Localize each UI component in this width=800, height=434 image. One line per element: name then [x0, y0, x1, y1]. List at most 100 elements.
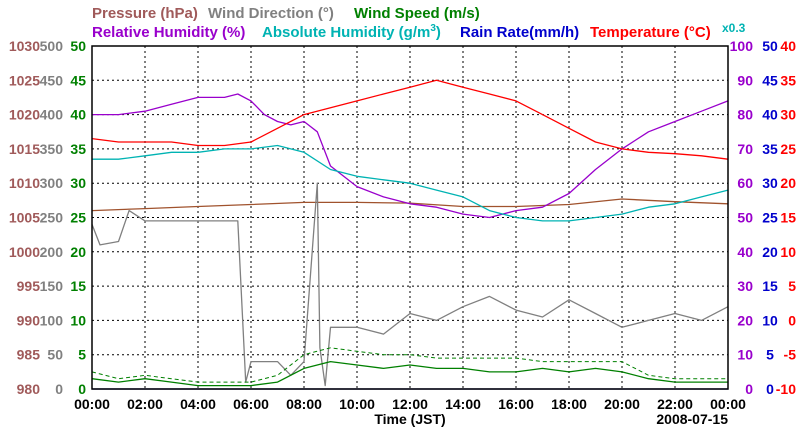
y-tick-temperature: 10 — [780, 244, 796, 260]
y-tick-temperature: -10 — [776, 381, 796, 397]
y-tick-rain-rate: 20 — [762, 244, 778, 260]
x-tick-label: 08:00 — [286, 396, 322, 412]
legend-rain-rate: Rain Rate(mm/h) — [460, 24, 579, 41]
y-tick-humidity: 70 — [737, 141, 753, 157]
y-tick-pressure: 1020 — [9, 107, 40, 123]
y-tick-wind-speed: 40 — [70, 107, 86, 123]
y-tick-wind-speed: 0 — [78, 381, 86, 397]
series-wind-speed — [91, 360, 728, 387]
x-tick-label: 04:00 — [180, 396, 216, 412]
y-tick-humidity: 100 — [730, 38, 754, 54]
series-relative-humidity — [92, 93, 729, 219]
legend-wind-speed: Wind Speed (m/s) — [354, 5, 480, 22]
y-tick-wind-speed: 45 — [70, 72, 86, 88]
y-tick-wind-speed: 10 — [70, 312, 86, 328]
y-tick-humidity: 60 — [737, 175, 753, 191]
legend-temperature: Temperature (°C) — [590, 24, 711, 41]
y-tick-wind-speed: 15 — [70, 278, 86, 294]
y-tick-temperature: -5 — [784, 347, 797, 363]
y-tick-humidity: 20 — [737, 312, 753, 328]
x-tick-label: 14:00 — [445, 396, 481, 412]
grid — [92, 46, 728, 389]
y-tick-humidity: 80 — [737, 107, 753, 123]
legend-absolute-humidity-label: Absolute Humidity (g/m — [262, 24, 430, 41]
y-tick-wind-direction: 150 — [40, 278, 64, 294]
legend-pressure: Pressure (hPa) — [92, 5, 198, 22]
y-tick-temperature: 35 — [780, 72, 796, 88]
y-tick-humidity: 40 — [737, 244, 753, 260]
y-tick-temperature: 30 — [780, 107, 796, 123]
x-tick-label: 16:00 — [498, 396, 534, 412]
y-tick-temperature: 0 — [788, 312, 796, 328]
y-tick-wind-direction: 450 — [40, 72, 64, 88]
legend-wind-direction: Wind Direction (°) — [208, 5, 334, 22]
legend-relative-humidity: Relative Humidity (%) — [92, 24, 245, 41]
y-tick-rain-rate: 25 — [762, 210, 778, 226]
x-tick-label: 18:00 — [551, 396, 587, 412]
y-tick-temperature: 5 — [788, 278, 796, 294]
y-tick-wind-direction: 250 — [40, 210, 64, 226]
y-tick-wind-speed: 5 — [78, 347, 86, 363]
series-absolute-humidity-x0-3 — [92, 144, 729, 222]
y-tick-wind-speed: 20 — [70, 244, 86, 260]
legend-absolute-humidity-close: ) — [436, 24, 441, 41]
y-tick-pressure: 990 — [17, 312, 41, 328]
y-tick-temperature: 15 — [780, 210, 796, 226]
y-tick-humidity: 0 — [745, 381, 753, 397]
series-temperature — [91, 79, 729, 160]
series-wind-speed-peak — [91, 347, 728, 383]
y-tick-rain-rate: 5 — [766, 347, 774, 363]
y-tick-rain-rate: 45 — [762, 72, 778, 88]
plot-frame — [91, 45, 729, 390]
y-tick-rain-rate: 50 — [762, 38, 778, 54]
y-tick-wind-speed: 35 — [70, 141, 86, 157]
y-tick-temperature: 25 — [780, 141, 796, 157]
y-tick-temperature: 40 — [780, 38, 796, 54]
y-tick-wind-direction: 400 — [40, 107, 64, 123]
y-tick-rain-rate: 40 — [762, 107, 778, 123]
chart-date: 2008-07-15 — [656, 411, 728, 427]
y-tick-rain-rate: 30 — [762, 175, 778, 191]
y-tick-pressure: 1010 — [9, 175, 40, 191]
y-tick-rain-rate: 10 — [762, 312, 778, 328]
x-axis-label: Time (JST) — [374, 411, 445, 427]
y-tick-pressure: 1025 — [9, 72, 40, 88]
x-tick-label: 20:00 — [604, 396, 640, 412]
y-tick-pressure: 1005 — [9, 210, 40, 226]
y-tick-pressure: 1015 — [9, 141, 40, 157]
y-tick-wind-direction: 0 — [55, 381, 63, 397]
legend-absolute-humidity-sup: 3 — [430, 23, 436, 34]
y-tick-pressure: 1030 — [9, 38, 40, 54]
y-tick-rain-rate: 0 — [766, 381, 774, 397]
legend: Pressure (hPa) Wind Direction (°) Wind S… — [92, 5, 746, 41]
x-tick-label: 22:00 — [657, 396, 693, 412]
x-tick-label: 02:00 — [127, 396, 163, 412]
y-tick-wind-direction: 500 — [40, 38, 64, 54]
y-tick-temperature: 20 — [780, 175, 796, 191]
x-tick-label: 00:00 — [74, 396, 110, 412]
y-tick-humidity: 50 — [737, 210, 753, 226]
y-tick-humidity: 10 — [737, 347, 753, 363]
axes: 9809859909951000100510101015102010251030… — [9, 38, 796, 412]
y-tick-wind-direction: 100 — [40, 312, 64, 328]
x-tick-label: 00:00 — [710, 396, 746, 412]
y-tick-rain-rate: 35 — [762, 141, 778, 157]
y-tick-pressure: 995 — [17, 278, 41, 294]
x-tick-label: 10:00 — [339, 396, 375, 412]
x-tick-label: 06:00 — [233, 396, 269, 412]
y-tick-humidity: 30 — [737, 278, 753, 294]
legend-scale-note: x0.3 — [722, 21, 746, 35]
y-tick-pressure: 980 — [17, 381, 41, 397]
legend-absolute-humidity: Absolute Humidity (g/m3) — [262, 23, 441, 41]
y-tick-wind-direction: 350 — [40, 141, 64, 157]
y-tick-wind-speed: 25 — [70, 210, 86, 226]
y-tick-pressure: 1000 — [9, 244, 40, 260]
y-tick-wind-direction: 200 — [40, 244, 64, 260]
y-tick-humidity: 90 — [737, 72, 753, 88]
series-pressure — [91, 198, 729, 212]
series-wind-direction — [91, 182, 729, 387]
y-tick-wind-direction: 50 — [47, 347, 63, 363]
y-tick-wind-speed: 50 — [70, 38, 86, 54]
y-tick-wind-direction: 300 — [40, 175, 64, 191]
